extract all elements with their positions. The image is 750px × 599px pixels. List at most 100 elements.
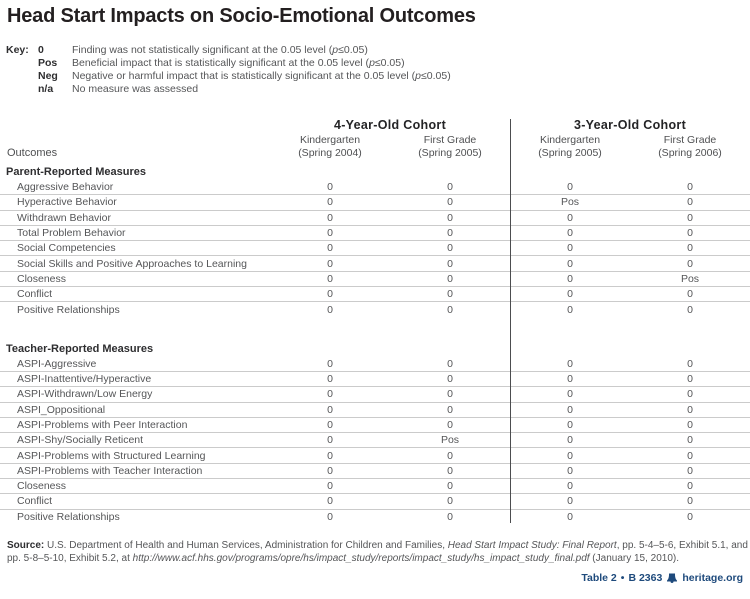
source-url: http://www.acf.hhs.gov/programs/opre/hs/… (132, 552, 590, 564)
row-label: ASPI_Oppositional (17, 403, 106, 416)
row-value: 0 (447, 304, 453, 317)
row-value: 0 (687, 511, 693, 524)
key-symbol: n/a (38, 83, 54, 95)
row-value: 0 (327, 227, 333, 240)
row-label: ASPI-Withdrawn/Low Energy (17, 388, 153, 401)
row-value: 0 (327, 388, 333, 401)
column-header-fg2006: First Grade (Spring 2006) (630, 134, 750, 160)
row-label: ASPI-Problems with Structured Learning (17, 449, 206, 462)
row-value: 0 (447, 511, 453, 524)
row-value: 0 (567, 403, 573, 416)
key-desc-p: p (369, 57, 375, 69)
key-legend: Key: 0 Finding was not statistically sig… (6, 44, 451, 96)
row-value: 0 (327, 242, 333, 255)
row-value: 0 (687, 480, 693, 493)
cohort-header-row: 4-Year-Old Cohort 3-Year-Old Cohort (0, 118, 750, 132)
row-value: 0 (687, 181, 693, 194)
footer-separator: • (620, 572, 625, 584)
row-value: 0 (447, 373, 453, 386)
row-value: 0 (567, 357, 573, 370)
key-label (6, 83, 38, 96)
column-header-k2004: Kindergarten (Spring 2004) (270, 134, 390, 160)
key-description: Beneficial impact that is statistically … (72, 57, 405, 70)
table-section: Parent-Reported Measures Aggressive Behav… (0, 165, 750, 318)
row-label: Closeness (17, 272, 67, 285)
source-text: (January 15, 2010). (589, 552, 680, 564)
row-value: 0 (327, 196, 333, 209)
row-value: 0 (567, 181, 573, 194)
row-value: 0 (327, 419, 333, 431)
source-note: Source: U.S. Department of Health and Hu… (7, 540, 748, 565)
row-value: 0 (567, 242, 573, 255)
row-value: Pos (440, 434, 460, 447)
row-value: 0 (567, 495, 573, 508)
row-value: 0 (567, 449, 573, 462)
outcomes-column-header: Outcomes (7, 147, 58, 159)
row-value: 0 (687, 257, 693, 270)
heritage-bell-icon (666, 573, 678, 584)
table-row: ASPI-Problems with Peer Interaction 0 0 0 0 (0, 418, 750, 434)
row-value: 0 (447, 272, 453, 285)
column-header-line1: Kindergarten (539, 134, 601, 146)
section-title: Parent-Reported Measures (6, 166, 146, 178)
row-value: 0 (447, 403, 453, 416)
table-row: Closeness 0 0 0 0 (0, 479, 750, 495)
row-value: 0 (447, 388, 453, 401)
column-header-row: Outcomes Kindergarten (Spring 2004) Firs… (0, 134, 750, 160)
row-label: Social Skills and Positive Approaches to… (17, 257, 247, 270)
row-value: 0 (447, 357, 453, 370)
cohort-header-4yo: 4-Year-Old Cohort (333, 118, 447, 132)
row-value: 0 (327, 434, 333, 447)
row-value: 0 (327, 257, 333, 270)
footer-credit: Table 2 • B 2363 heritage.org (581, 572, 743, 584)
row-value: 0 (327, 464, 333, 477)
row-label: Closeness (17, 480, 67, 493)
column-header-line2: (Spring 2005) (538, 147, 602, 159)
row-value: 0 (687, 388, 693, 401)
row-value: 0 (687, 196, 693, 209)
row-value: Pos (680, 272, 700, 285)
key-label (6, 70, 38, 83)
row-label: ASPI-Inattentive/Hyperactive (17, 373, 152, 386)
row-value: 0 (567, 304, 573, 317)
row-value: 0 (567, 272, 573, 285)
table-row: Hyperactive Behavior 0 0 Pos 0 (0, 195, 750, 211)
row-label: Total Problem Behavior (17, 227, 126, 240)
row-value: 0 (567, 288, 573, 301)
key-symbol: Pos (38, 57, 58, 69)
row-label: Positive Relationships (17, 511, 120, 524)
row-value: 0 (447, 480, 453, 493)
row-value: 0 (327, 511, 333, 524)
table-body: Parent-Reported Measures Aggressive Behav… (0, 165, 750, 525)
row-value: 0 (567, 257, 573, 270)
column-header-line2: (Spring 2004) (298, 147, 362, 159)
row-label: Positive Relationships (17, 304, 120, 317)
row-value: 0 (447, 211, 453, 224)
table-row: ASPI-Problems with Structured Learning 0 0… (0, 448, 750, 464)
row-value: 0 (687, 227, 693, 240)
row-value: 0 (687, 403, 693, 416)
key-desc-p: p (332, 44, 339, 56)
row-value: 0 (687, 357, 693, 370)
source-text: , pp. 5-4–5-6, Exhibit 5.1, and pp. 5-8–… (7, 540, 748, 564)
key-description: Negative or harmful impact that is stati… (72, 70, 451, 83)
row-value: 0 (567, 419, 573, 431)
row-value: 0 (687, 211, 693, 224)
table-row: Social Skills and Positive Approaches to… (0, 256, 750, 272)
site-name: heritage.org (682, 572, 743, 584)
row-value: 0 (567, 211, 573, 224)
column-header-line1: Kindergarten (299, 134, 361, 146)
column-header-line2: (Spring 2005) (418, 147, 482, 159)
row-value: 0 (327, 403, 333, 416)
table-row: Aggressive Behavior 0 0 0 0 (0, 180, 750, 196)
row-label: ASPI-Problems with Teacher Interaction (17, 464, 203, 477)
row-label: ASPI-Problems with Peer Interaction (17, 419, 188, 431)
row-value: 0 (447, 495, 453, 508)
table-row: ASPI-Aggressive 0 0 0 0 (0, 357, 750, 372)
table-row: Conflict 0 0 0 0 (0, 494, 750, 510)
key-entry: Key: 0 Finding was not statistically sig… (6, 44, 451, 57)
row-value: 0 (447, 181, 453, 194)
key-desc-text: Beneficial impact that is statistically … (72, 57, 370, 69)
row-value: 0 (687, 242, 693, 255)
